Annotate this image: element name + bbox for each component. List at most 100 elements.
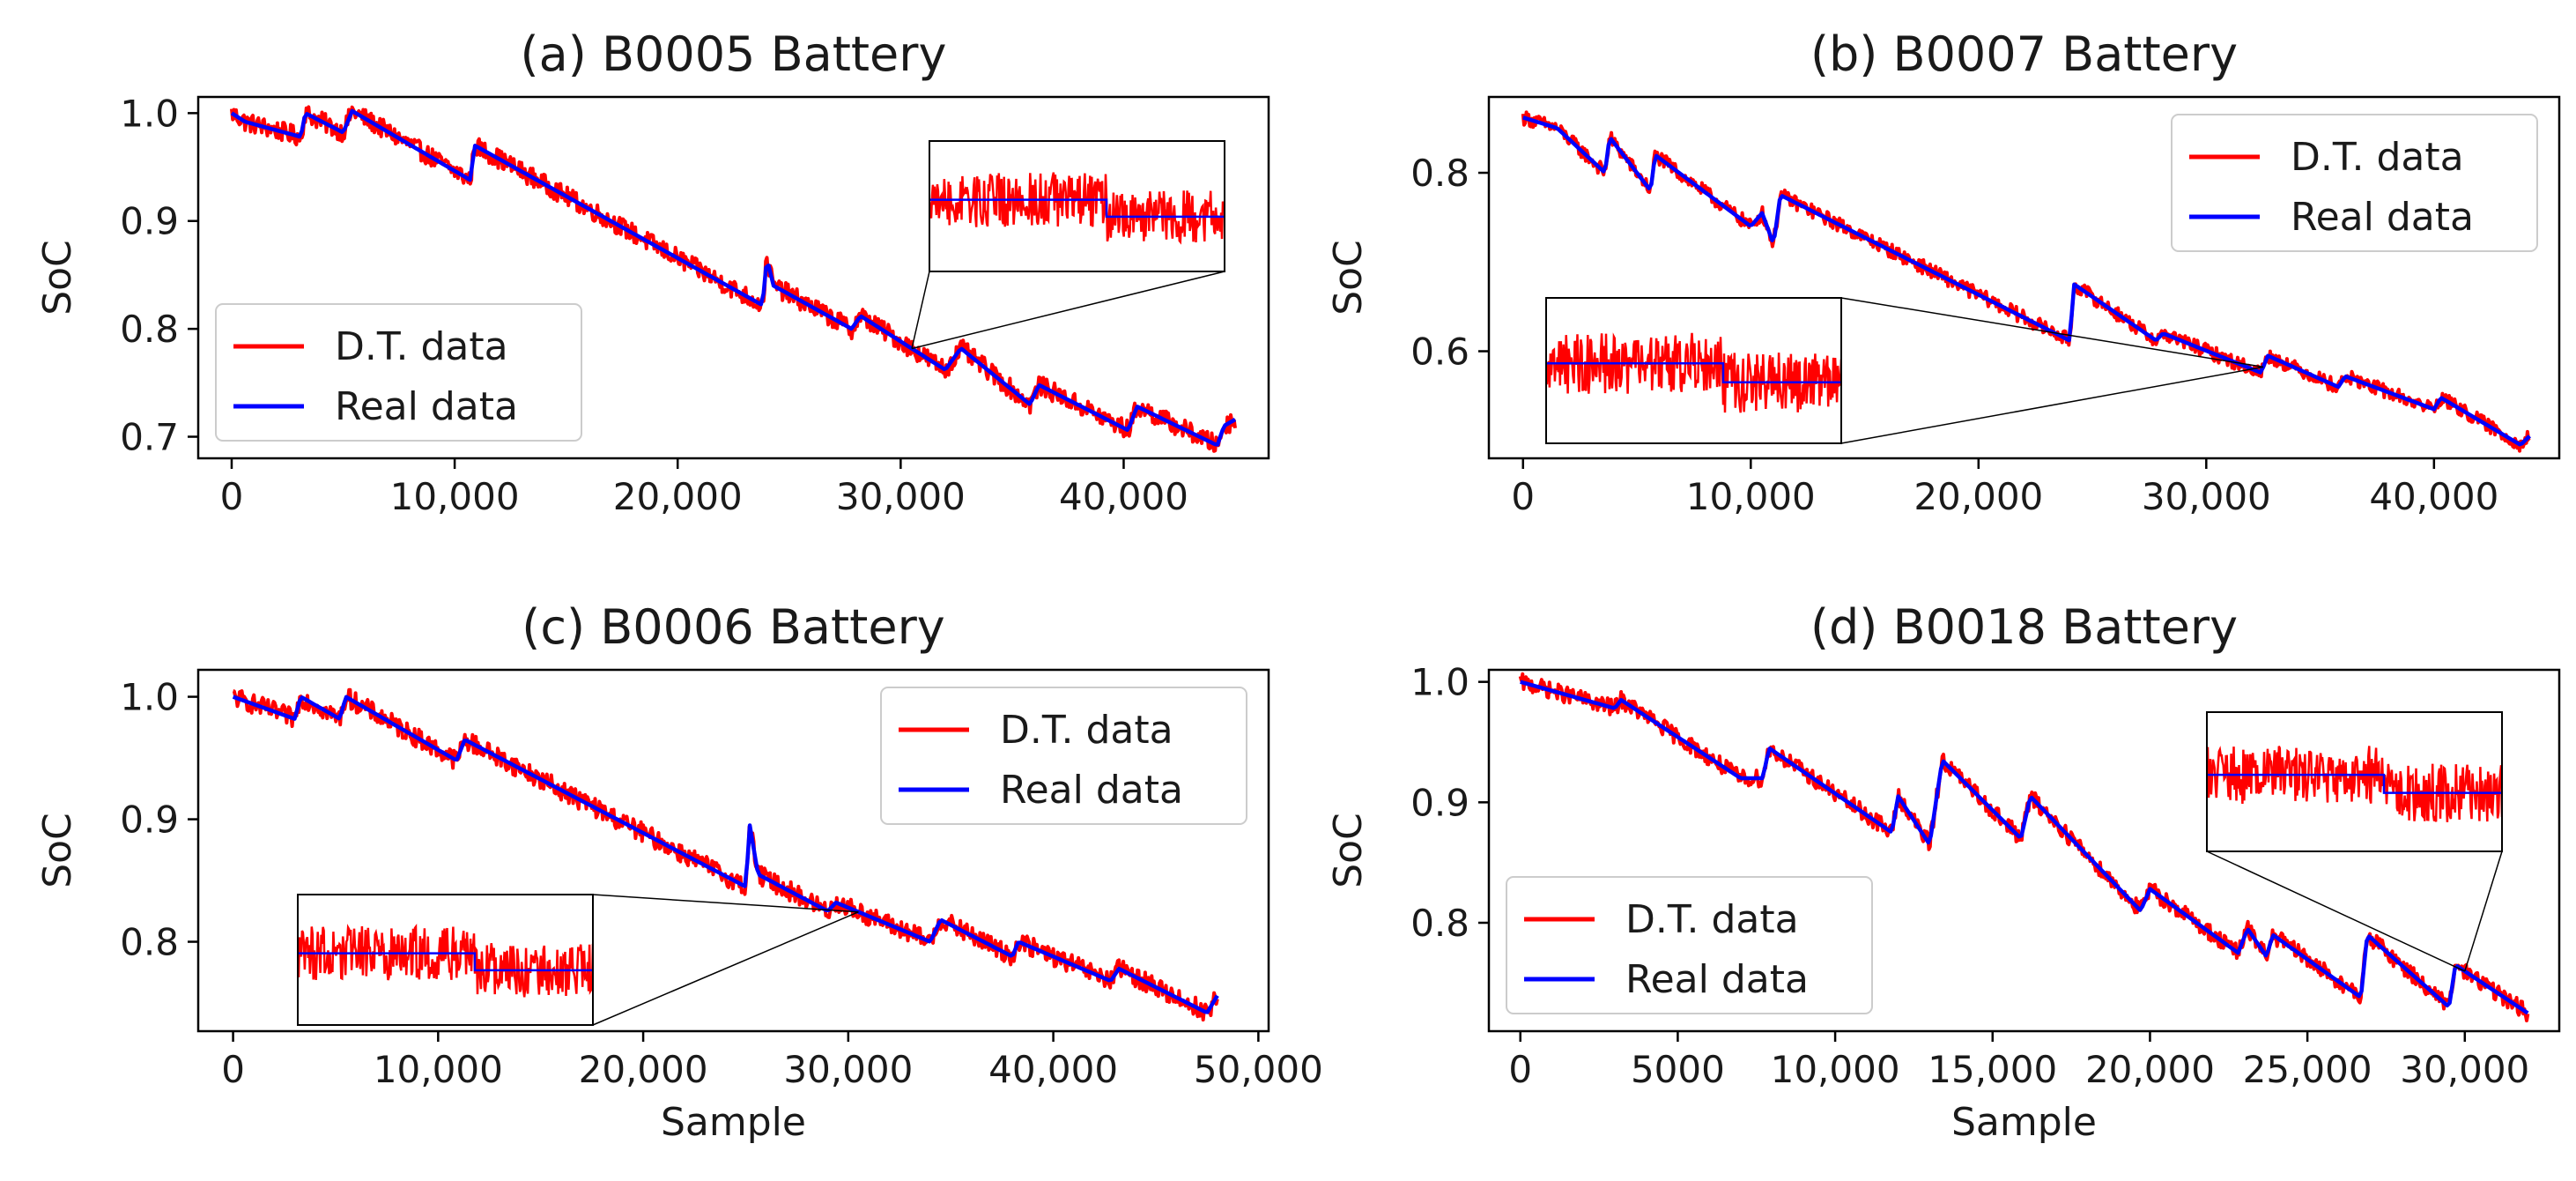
x-tick-label: 10,000 [390,475,520,518]
inset-connector [592,911,859,1026]
legend-box [2171,114,2538,252]
series-line-real-data [1520,680,2529,1015]
inset-connector [911,271,930,349]
x-tick-label: 50,000 [1194,1048,1323,1091]
axes-frame [1487,668,2561,1033]
axes-frame [196,668,1270,1033]
x-tick-label: 30,000 [2142,475,2271,518]
inset-real-line [2207,773,2502,794]
legend-label: Real data [2291,195,2474,240]
series-line-real-data [1522,115,2531,447]
subplot-a: (a) B0005 Battery 0 10,000 20,000 30,000 40,0… [35,26,1270,518]
chart-title: (b) B0007 Battery [1810,26,2238,82]
x-tick-label: 40,000 [988,1048,1118,1091]
legend-label: D.T. data [335,324,508,369]
y-tick-label: 0.8 [120,308,179,351]
zoom-inset [297,894,859,1026]
legend: D.T. data Real data [2171,114,2538,252]
x-tick-label: 0 [220,475,244,518]
inset-connector [2464,850,2503,972]
y-tick-label: 0.6 [1410,331,1469,374]
y-tick-label: 1.0 [120,92,179,135]
y-axis-label: SoC [1326,813,1371,888]
inset-real-line [298,952,593,972]
y-axis-label: SoC [35,240,80,316]
inset-real-line [929,198,1225,219]
legend-label: D.T. data [1000,708,1173,753]
y-axis-label: SoC [1326,240,1371,316]
x-tick-label: 10,000 [1686,475,1816,518]
x-tick-label: 30,000 [836,475,966,518]
plot-area [230,105,1237,453]
y-tick-label: 0.8 [120,921,179,964]
x-tick-label: 20,000 [613,475,743,518]
x-tick-label: 10,000 [1771,1048,1900,1091]
zoom-inset [1545,297,2264,444]
x-tick-label: 30,000 [2400,1048,2529,1091]
inset-frame [297,894,594,1026]
x-tick-label: 20,000 [2085,1048,2215,1091]
inset-frame [929,140,1225,272]
x-tick-label: 20,000 [579,1048,708,1091]
legend-label: Real data [1625,957,1809,1002]
x-tick-label: 20,000 [1913,475,2043,518]
subplot-b: (b) B0007 Battery 0 10,000 20,000 30,000 40,0… [1326,26,2561,518]
y-tick-label: 0.9 [1410,781,1469,824]
y-tick-label: 0.7 [120,416,179,459]
legend-label: D.T. data [1625,897,1799,942]
plot-area [232,687,1219,1021]
chart-title: (a) B0005 Battery [521,26,947,82]
inset-dt-line [929,172,1225,245]
subplot-d: (d) B0018 Battery 0 5000 10,000 15,000 20,000… [1326,599,2561,1145]
x-axis-label: Sample [661,1100,806,1145]
inset-dt-line [2207,746,2502,822]
y-tick-label: 1.0 [1410,661,1469,704]
inset-connector [2206,850,2466,972]
plot-area [1518,672,2530,1022]
x-tick-label: 0 [1511,475,1535,518]
x-tick-label: 5000 [1631,1048,1725,1091]
y-tick-label: 0.8 [1410,152,1469,195]
inset-dt-line [1546,332,1841,413]
y-tick-label: 0.9 [120,798,179,842]
x-tick-label: 30,000 [783,1048,913,1091]
legend-label: Real data [335,384,518,429]
legend: D.T. data Real data [880,687,1247,825]
legend: D.T. data Real data [215,303,582,442]
y-axis-label: SoC [35,813,80,888]
plot-area [1521,110,2531,453]
inset-dt-line [298,924,593,998]
legend-box [1506,876,1873,1014]
inset-frame [2206,711,2503,852]
legend-box [880,687,1247,825]
legend-box [215,303,582,442]
inset-connector [1840,297,2264,368]
y-tick-label: 0.8 [1410,902,1469,945]
x-tick-label: 25,000 [2243,1048,2372,1091]
axes-frame [196,95,1270,460]
x-axis-label: Sample [1951,1100,2097,1145]
y-tick-label: 1.0 [120,676,179,719]
inset-real-line [1546,362,1841,383]
series-line-real-data [230,108,1237,447]
x-tick-label: 0 [221,1048,245,1091]
x-tick-label: 10,000 [374,1048,503,1091]
subplot-c: (c) B0006 Battery 0 10,000 20,000 30,000 40,0… [35,599,1323,1145]
inset-connector [911,271,1225,350]
legend-label: D.T. data [2291,135,2464,180]
inset-frame [1545,297,1842,444]
series-line-real-data [232,694,1219,1014]
chart-title: (c) B0006 Battery [522,599,945,655]
y-tick-label: 0.9 [120,200,179,243]
zoom-inset [2206,711,2503,972]
legend: D.T. data Real data [1506,876,1873,1014]
x-tick-label: 40,000 [2369,475,2498,518]
x-tick-label: 40,000 [1059,475,1188,518]
x-tick-label: 15,000 [1928,1048,2057,1091]
x-tick-label: 0 [1508,1048,1532,1091]
inset-connector [592,894,859,913]
inset-connector [1840,366,2264,444]
chart-title: (d) B0018 Battery [1810,599,2238,655]
zoom-inset [911,140,1225,350]
